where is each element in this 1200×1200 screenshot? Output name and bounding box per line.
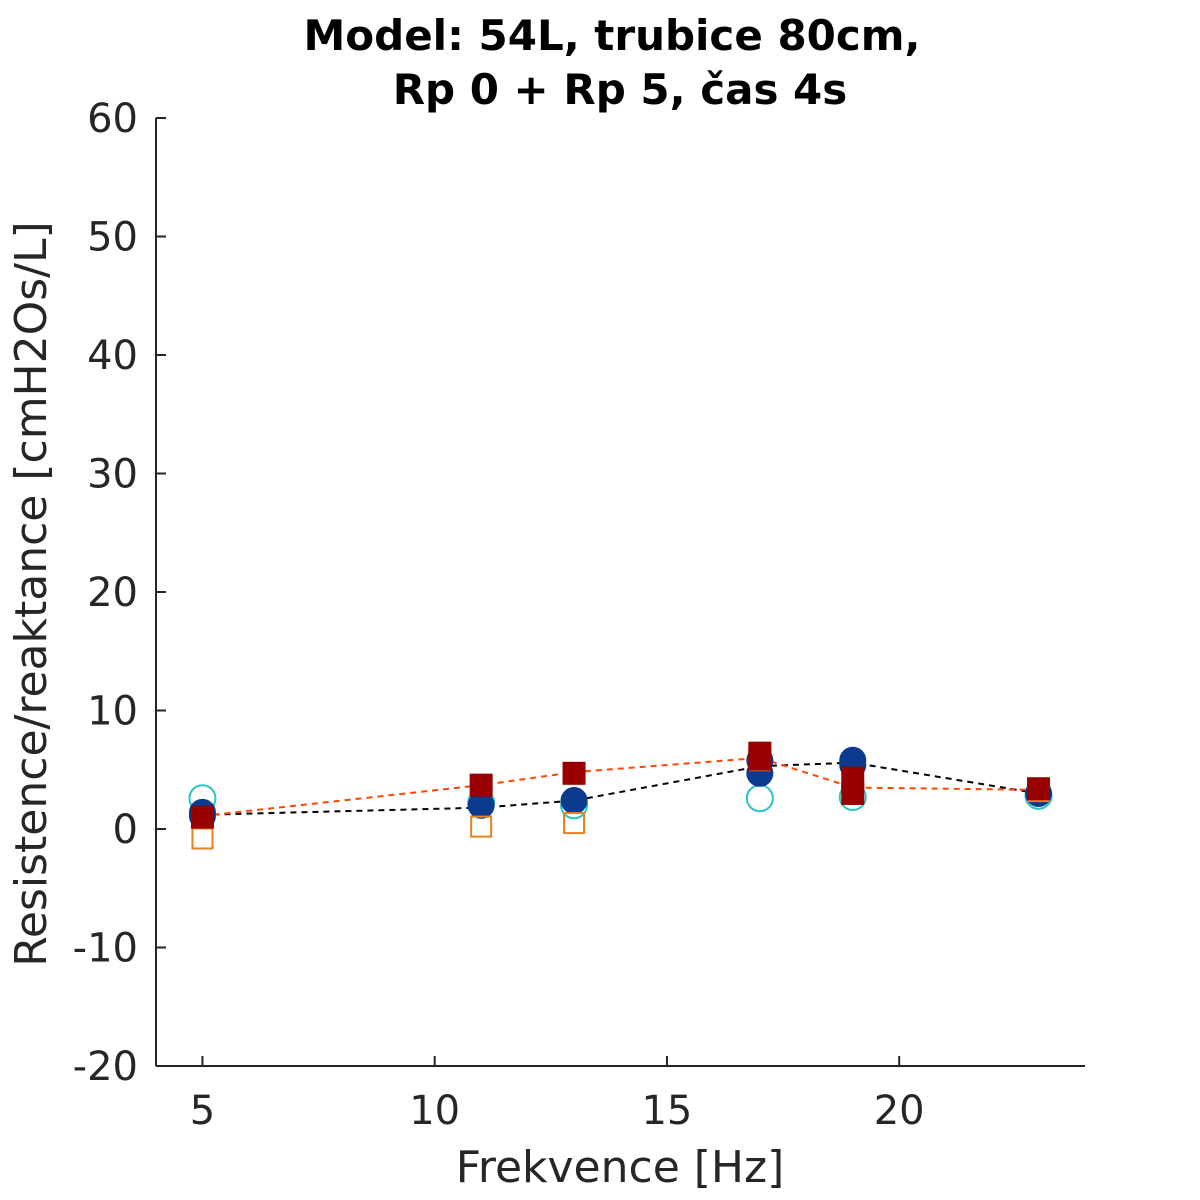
x-tick-label: 5 [190,1088,215,1134]
y-axis-label: Resistence/reaktance [cmH2Os/L] [6,221,57,966]
y-tick-label: 50 [87,215,138,261]
data-point-filled-square [469,773,493,797]
data-point-filled-circle [560,787,588,815]
x-tick-label: 10 [409,1088,460,1134]
y-tick-label: 20 [87,570,138,616]
axes: 5 10 15 20 -20 -10 0 10 20 30 40 50 60 [73,96,1085,1134]
data-point-filled-square [1027,777,1051,801]
y-tick-label: -20 [73,1044,138,1090]
y-tick-label: 10 [87,689,138,735]
data-point-open-circle [745,784,774,813]
y-tick-label: 30 [87,452,138,498]
x-axis-label: Frekvence [Hz] [456,1142,785,1193]
trend-line [202,761,1039,816]
trend-line [202,756,1039,817]
plot-area [188,741,1053,850]
data-point-open-square [191,827,214,850]
data-point-filled-square [562,761,586,785]
y-tick-label: -10 [73,926,138,972]
x-tick-label: 15 [641,1088,692,1134]
x-tick-label: 20 [874,1088,925,1134]
y-tick-label: 60 [87,96,138,142]
data-point-open-square [470,815,493,838]
data-point-filled-square [841,781,865,805]
data-point-filled-square [748,747,772,771]
y-tick-label: 0 [113,807,138,853]
chart-title-line-2: Rp 0 + Rp 5, čas 4s [393,65,848,114]
data-point-open-square [563,812,586,835]
data-point-filled-square [190,805,214,829]
y-tick-label: 40 [87,333,138,379]
chart-title-line-1: Model: 54L, trubice 80cm, [303,11,920,60]
